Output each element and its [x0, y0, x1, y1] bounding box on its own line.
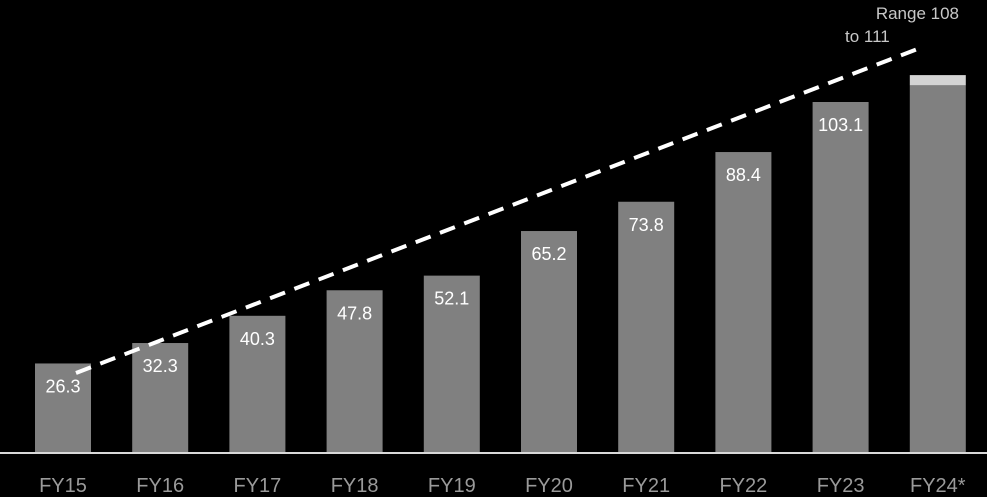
range-annotation-line2: to 111	[845, 27, 890, 46]
range-band	[909, 75, 966, 86]
value-label: 88.4	[726, 165, 761, 185]
value-label: 32.3	[143, 356, 178, 376]
bar-fy19	[423, 275, 480, 453]
bar-fy24	[909, 85, 966, 453]
value-labels-group: 26.3 32.3 40.3 47.8 52.1 65.2 73.8 88.4 103.1	[45, 115, 863, 396]
bar-fy16	[132, 343, 189, 453]
x-tick-label: FY16	[136, 475, 184, 497]
x-tick-label: FY15	[39, 475, 87, 497]
bar-fy17	[229, 315, 286, 453]
value-label: 73.8	[629, 215, 664, 235]
value-label: 65.2	[531, 244, 566, 264]
range-annotation-line1: Range 108	[876, 4, 959, 23]
x-tick-label: FY24*	[910, 475, 966, 497]
value-label: 40.3	[240, 329, 275, 349]
value-label: 26.3	[45, 376, 80, 396]
bars-group	[35, 75, 966, 453]
value-label: 47.8	[337, 303, 372, 323]
bar-fy22	[715, 152, 772, 453]
x-tick-label: FY19	[428, 475, 476, 497]
bar-fy20	[521, 231, 577, 453]
bar-fy15	[35, 363, 91, 453]
x-tick-label: FY23	[817, 475, 865, 497]
value-label: 52.1	[434, 289, 469, 309]
x-tick-label: FY20	[525, 475, 573, 497]
bar-fy23	[812, 102, 869, 453]
x-tick-label: FY17	[233, 475, 281, 497]
trend-dashed-line	[75, 46, 921, 375]
x-tick-label: FY18	[331, 475, 379, 497]
x-tick-label: FY21	[622, 475, 670, 497]
bar-fy18	[326, 290, 383, 453]
bar-fy21	[618, 201, 675, 453]
value-label: 103.1	[818, 115, 863, 135]
x-tick-label: FY22	[719, 475, 767, 497]
x-tick-labels-group: FY15 FY16 FY17 FY18 FY19 FY20 FY21 FY22 FY23 FY24…	[39, 475, 966, 497]
